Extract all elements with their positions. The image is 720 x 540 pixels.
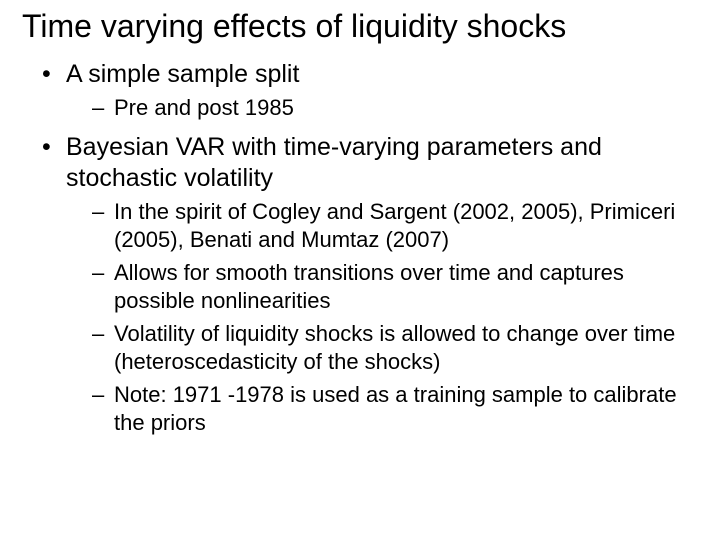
sub-bullet-item: Note: 1971 -1978 is used as a training s… (92, 381, 698, 436)
bullet-text: A simple sample split (66, 60, 299, 88)
slide-title: Time varying effects of liquidity shocks (22, 8, 698, 45)
sub-bullet-text: Allows for smooth transitions over time … (114, 260, 624, 313)
sub-bullet-item: Pre and post 1985 (92, 94, 698, 122)
bullet-list-level1: A simple sample split Pre and post 1985 … (22, 59, 698, 436)
bullet-text: Bayesian VAR with time-varying parameter… (66, 133, 602, 192)
slide: Time varying effects of liquidity shocks… (0, 0, 720, 540)
bullet-list-level2: Pre and post 1985 (66, 94, 698, 122)
bullet-list-level2: In the spirit of Cogley and Sargent (200… (66, 198, 698, 436)
sub-bullet-text: Pre and post 1985 (114, 95, 294, 120)
sub-bullet-item: Volatility of liquidity shocks is allowe… (92, 320, 698, 375)
sub-bullet-text: In the spirit of Cogley and Sargent (200… (114, 199, 675, 252)
sub-bullet-item: Allows for smooth transitions over time … (92, 259, 698, 314)
bullet-item: Bayesian VAR with time-varying parameter… (42, 132, 698, 437)
sub-bullet-item: In the spirit of Cogley and Sargent (200… (92, 198, 698, 253)
sub-bullet-text: Volatility of liquidity shocks is allowe… (114, 321, 675, 374)
sub-bullet-text: Note: 1971 -1978 is used as a training s… (114, 382, 677, 435)
bullet-item: A simple sample split Pre and post 1985 (42, 59, 698, 122)
